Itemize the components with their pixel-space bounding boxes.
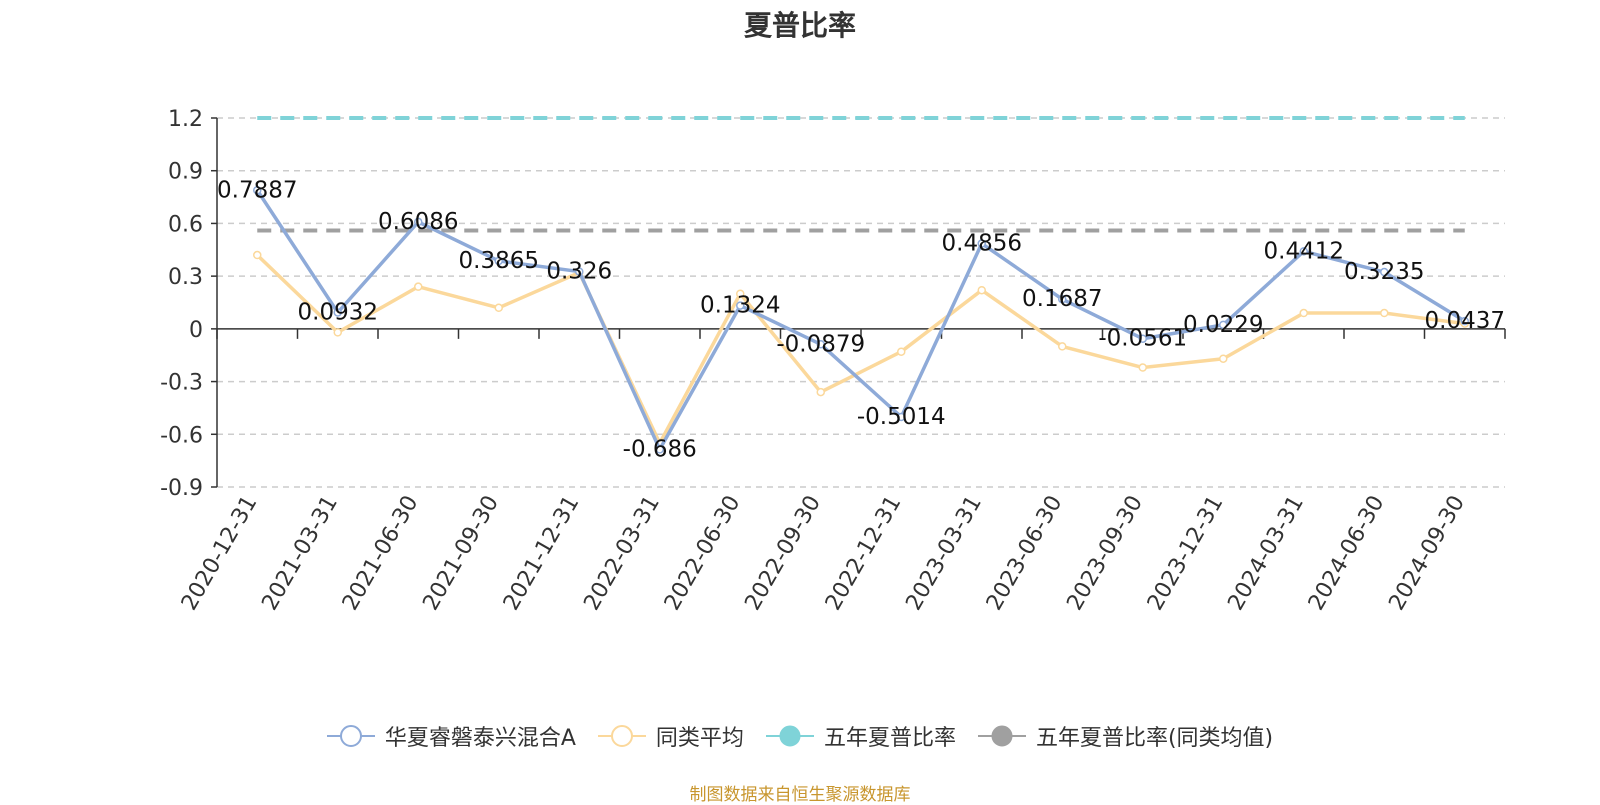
data-label: -0.686: [623, 436, 697, 462]
data-point: [494, 256, 503, 266]
grid-layer: [217, 117, 1505, 488]
data-point: [1138, 334, 1147, 343]
data-point: [494, 303, 503, 313]
x-tick-label: 2024-09-30: [1384, 492, 1470, 615]
x-tick-label: 2023-03-31: [901, 492, 987, 615]
legend-item-3[interactable]: 五年夏普比率(同类均值): [977, 720, 1274, 752]
chart-title: 夏普比率: [743, 9, 856, 42]
data-point: [1299, 247, 1308, 256]
data-label: 0.4856: [942, 231, 1022, 257]
legend-marker-icon: [597, 725, 646, 747]
y-tick-label: 0.6: [168, 212, 203, 237]
x-tick-label: 2024-03-31: [1223, 492, 1309, 615]
data-point: [414, 217, 423, 227]
data-point: [897, 412, 906, 422]
data-label: 0.326: [546, 259, 612, 285]
data-label: 0.3235: [1344, 259, 1424, 285]
x-tick-label: 2021-06-30: [338, 492, 424, 615]
data-point: [253, 250, 262, 260]
data-point: [736, 301, 745, 310]
y-tick-label: -0.9: [160, 476, 203, 501]
legend-label: 五年夏普比率(同类均值): [1035, 726, 1274, 751]
y-tick-label: 0.9: [168, 160, 203, 185]
legend: 华夏睿磐泰兴混合A 同类平均 五年夏普比率 五年夏普比率(同类均值): [0, 720, 1600, 752]
data-point: [1058, 294, 1067, 304]
x-tick-label: 2023-09-30: [1062, 492, 1148, 615]
y-tick-label: 1.2: [168, 107, 203, 132]
legend-item-2[interactable]: 五年夏普比率: [765, 720, 956, 752]
x-tick-label: 2024-06-30: [1304, 492, 1390, 615]
y-tick-label: -0.6: [160, 423, 203, 448]
data-point: [816, 340, 825, 349]
data-point: [655, 445, 664, 454]
data-label: 0.7887: [217, 177, 297, 203]
legend-label: 同类平均: [655, 726, 744, 751]
series-line-1: [256, 253, 1465, 445]
data-label: 0.1324: [700, 293, 780, 319]
data-label: -0.0879: [776, 331, 865, 357]
data-point: [897, 347, 906, 356]
data-point: [1460, 316, 1469, 326]
legend-label: 五年夏普比率: [823, 726, 956, 751]
legend-marker-icon: [765, 725, 814, 747]
data-point: [1299, 308, 1308, 318]
x-tick-label: 2022-12-31: [821, 492, 907, 615]
x-tick-label: 2021-09-30: [418, 492, 504, 615]
legend-label: 华夏睿磐泰兴混合A: [384, 726, 576, 751]
data-point: [333, 308, 342, 317]
data-point: [333, 328, 342, 337]
x-tick-label: 2022-06-30: [660, 492, 746, 615]
source-note: 制图数据来自恒生聚源数据库: [689, 785, 911, 805]
data-label: 0.4412: [1264, 238, 1344, 264]
x-tick-label: 2022-03-31: [579, 492, 665, 615]
x-tick-label: 2022-09-30: [740, 492, 826, 615]
x-tick-label: 2023-06-30: [982, 492, 1068, 615]
data-point: [253, 186, 262, 195]
data-label: 0.1687: [1022, 286, 1102, 312]
data-point: [1219, 354, 1228, 363]
data-point: [1058, 342, 1067, 351]
y-tick-label: 0.3: [168, 265, 203, 290]
x-tick-label: 2021-12-31: [499, 492, 585, 615]
legend-marker-icon: [977, 725, 1026, 747]
x-tick-label: 2023-12-31: [1143, 492, 1229, 615]
data-label: 0.0229: [1183, 312, 1263, 338]
data-label: 0.3865: [459, 248, 539, 274]
data-point: [1380, 267, 1389, 277]
legend-item-0[interactable]: 华夏睿磐泰兴混合A: [326, 720, 576, 752]
legend-marker-icon: [326, 725, 375, 747]
data-label: 0.0437: [1425, 308, 1505, 334]
data-point: [1380, 308, 1389, 318]
data-label: -0.0561: [1098, 326, 1187, 352]
legend-item-1[interactable]: 同类平均: [597, 720, 744, 752]
data-label: 0.0932: [298, 299, 378, 325]
data-point: [1219, 320, 1228, 330]
y-tick-label: -0.3: [160, 371, 203, 396]
x-tick-label: 2020-12-31: [177, 492, 263, 615]
x-tick-label: 2021-03-31: [257, 492, 343, 615]
data-point: [816, 387, 825, 397]
data-point: [977, 239, 986, 248]
data-label: -0.5014: [857, 404, 946, 430]
y-tick-label: 0: [189, 318, 203, 343]
data-point: [736, 289, 745, 298]
series-line-0: [255, 189, 1466, 452]
data-point: [414, 282, 423, 291]
data-point: [1138, 363, 1147, 372]
data-label: 0.6086: [378, 209, 458, 235]
series-layer: [253, 116, 1469, 454]
axis-layer: 1.20.90.60.30-0.3-0.6-0.92020-12-312021-…: [160, 107, 1506, 615]
data-point: [977, 285, 986, 295]
data-point: [575, 267, 584, 276]
